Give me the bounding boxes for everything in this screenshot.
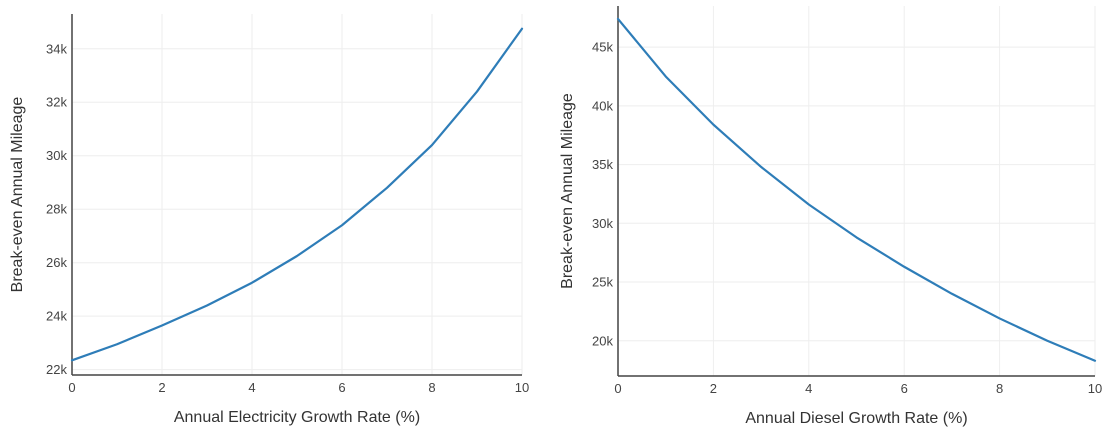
electricity-y-tick-label: 30k [46, 148, 67, 163]
diesel-x-tick-label: 2 [710, 381, 717, 396]
electricity-y-tick-label: 24k [46, 309, 67, 324]
diesel-x-tick-label: 0 [614, 381, 621, 396]
diesel-y-tick-label: 25k [592, 275, 613, 290]
electricity-y-tick-label: 32k [46, 95, 67, 110]
electricity-growth-chart: 0 2 4 6 8 10 22k 24k 26k 28k 30k 32k 34k Annual Elect… [0, 0, 540, 429]
electricity-y-tick-label: 34k [46, 41, 67, 56]
diesel-y-tick-label: 45k [592, 40, 613, 55]
diesel-y-tick-label: 20k [592, 333, 613, 348]
electricity-y-axis-title: Break-even Annual Mileage [9, 97, 26, 293]
electricity-x-tick-label: 8 [428, 380, 435, 395]
electricity-y-tick-label: 28k [46, 202, 67, 217]
electricity-chart-svg: 0 2 4 6 8 10 22k 24k 26k 28k 30k 32k 34k Annual Elect… [0, 0, 540, 429]
diesel-chart-svg: 0 2 4 6 8 10 20k 25k 30k 35k 40k 45k Annual Diesel G… [548, 0, 1107, 429]
diesel-x-tick-label: 4 [805, 381, 812, 396]
electricity-series-line [72, 29, 522, 361]
electricity-x-tick-label: 10 [515, 380, 529, 395]
electricity-x-tick-label: 6 [338, 380, 345, 395]
diesel-x-tick-label: 8 [996, 381, 1003, 396]
electricity-y-tick-label: 22k [46, 362, 67, 377]
electricity-x-tick-label: 0 [68, 380, 75, 395]
diesel-y-tick-label: 35k [592, 157, 613, 172]
electricity-x-tick-label: 4 [248, 380, 255, 395]
electricity-y-tick-label: 26k [46, 255, 67, 270]
diesel-x-tick-label: 6 [901, 381, 908, 396]
electricity-x-axis-title: Annual Electricity Growth Rate (%) [174, 409, 420, 426]
diesel-x-tick-label: 10 [1088, 381, 1102, 396]
diesel-y-tick-label: 40k [592, 98, 613, 113]
diesel-y-tick-label: 30k [592, 216, 613, 231]
diesel-series-line [618, 19, 1095, 361]
diesel-y-axis-title: Break-even Annual Mileage [559, 93, 576, 289]
electricity-x-tick-label: 2 [158, 380, 165, 395]
diesel-x-axis-title: Annual Diesel Growth Rate (%) [745, 410, 967, 427]
diesel-growth-chart: 0 2 4 6 8 10 20k 25k 30k 35k 40k 45k Annual Diesel G… [548, 0, 1107, 429]
